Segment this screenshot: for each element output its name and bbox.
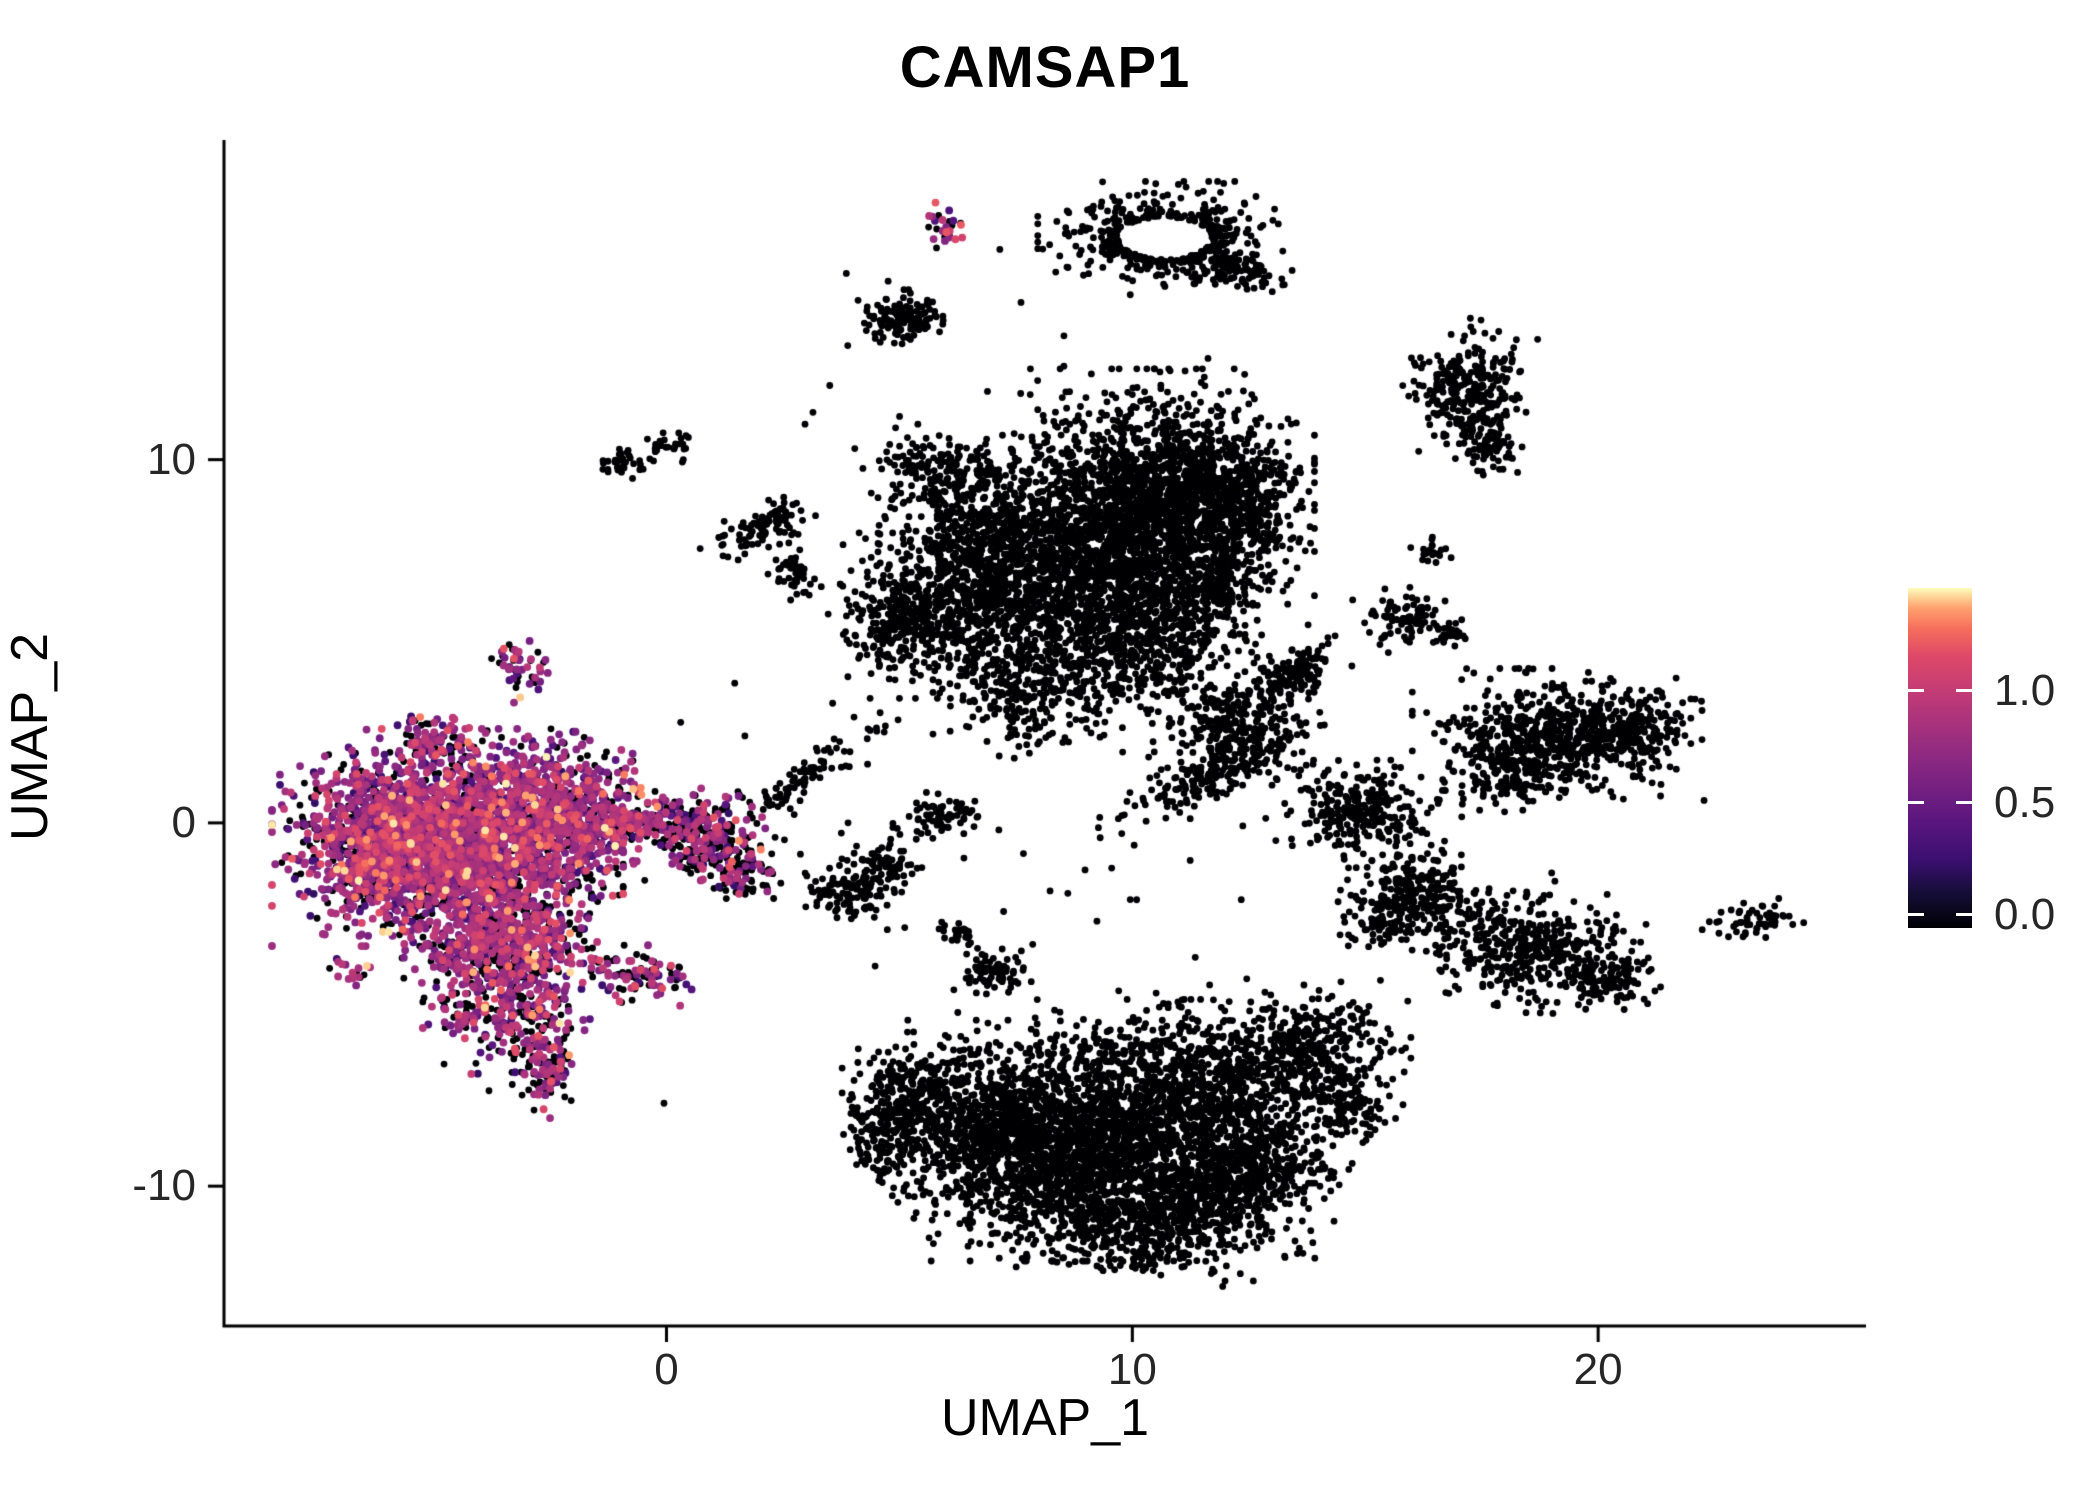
y-tick-label: 0 bbox=[171, 797, 196, 847]
colorbar-tick-label: 0.0 bbox=[1994, 889, 2056, 939]
y-axis-label: UMAP_2 bbox=[1, 632, 59, 842]
y-tick-label: -10 bbox=[132, 1161, 196, 1211]
colorbar-tick-mark bbox=[1908, 801, 1924, 805]
colorbar-tick-label: 1.0 bbox=[1994, 665, 2056, 715]
colorbar-tick-mark bbox=[1908, 913, 1924, 917]
colorbar-tick-mark bbox=[1908, 689, 1924, 693]
x-tick-label: 10 bbox=[1107, 1345, 1157, 1394]
x-tick-label: 20 bbox=[1573, 1345, 1623, 1394]
x-axis-label: UMAP_1 bbox=[940, 1389, 1150, 1447]
colorbar-tick-mark bbox=[1956, 801, 1972, 805]
y-tick-label: 10 bbox=[147, 434, 196, 484]
colorbar-tick-mark bbox=[1956, 689, 1972, 693]
colorbar-tick-mark bbox=[1956, 913, 1972, 917]
x-tick-label: 0 bbox=[654, 1345, 679, 1394]
colorbar-gradient bbox=[1908, 588, 1972, 928]
colorbar-tick-label: 0.5 bbox=[1994, 777, 2056, 827]
plot-title: CAMSAP1 bbox=[899, 35, 1191, 100]
